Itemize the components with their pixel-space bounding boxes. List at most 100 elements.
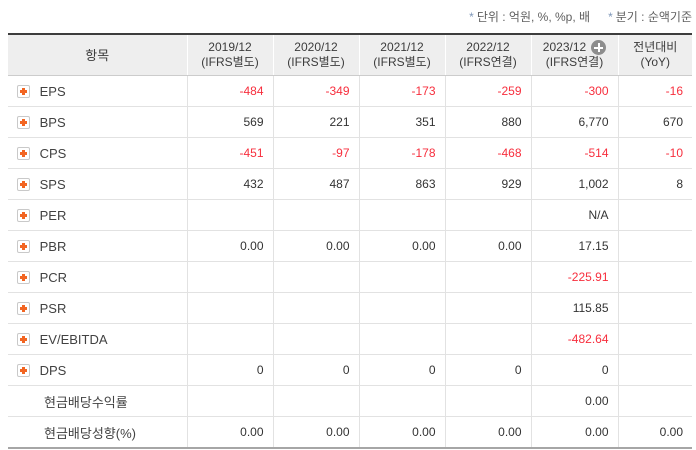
value-cell: 0.00: [186, 230, 273, 262]
value-cell: 863: [358, 168, 445, 200]
value-cell: -451: [186, 137, 273, 169]
expand-row-plus-icon[interactable]: [17, 302, 30, 316]
per-share-metrics-table: 항목 2019/12 (IFRS별도) 2020/12 (IFRS별도) 202…: [8, 33, 692, 449]
value-cell: [272, 261, 359, 293]
value-cell: 0.00: [444, 230, 531, 262]
row-label-cell: SPS: [8, 168, 187, 200]
value-cell: -16: [617, 75, 692, 107]
column-header-2022-12: 2022/12 (IFRS연결): [444, 34, 531, 76]
column-period: 2023/12: [542, 39, 587, 54]
expand-row-plus-icon[interactable]: [17, 147, 30, 161]
row-label: SPS: [39, 177, 66, 193]
value-cell: N/A: [530, 199, 618, 231]
value-cell: [444, 261, 531, 293]
row-label-cell: CPS: [8, 137, 187, 169]
value-cell: 0.00: [272, 230, 359, 262]
expand-row-plus-icon[interactable]: [17, 240, 30, 254]
column-standard: (IFRS별도): [287, 55, 345, 69]
row-label: PCR: [39, 270, 68, 286]
value-cell: [617, 385, 692, 417]
value-cell: -514: [530, 137, 618, 169]
value-cell: -300: [530, 75, 618, 107]
value-cell: 221: [272, 106, 359, 138]
row-label: DPS: [39, 363, 67, 379]
value-cell: 670: [617, 106, 692, 138]
value-cell: -484: [186, 75, 273, 107]
table-row: PSR 115.85: [8, 292, 692, 324]
value-cell: 0.00: [272, 416, 359, 448]
expand-row-plus-icon[interactable]: [17, 333, 30, 347]
value-cell: [186, 385, 273, 417]
value-cell: 0.00: [530, 385, 618, 417]
row-label-cell: EV/EBITDA: [8, 323, 187, 355]
value-cell: 0: [272, 354, 359, 386]
value-cell: -482.64: [530, 323, 618, 355]
column-period: 2021/12: [380, 40, 424, 54]
value-cell: [186, 199, 273, 231]
value-cell: 880: [444, 106, 531, 138]
expand-row-plus-icon[interactable]: [17, 85, 30, 99]
value-cell: [444, 199, 531, 231]
expand-row-plus-icon[interactable]: [17, 116, 30, 130]
expand-row-plus-icon[interactable]: [17, 178, 30, 192]
value-cell: [186, 261, 273, 293]
table-legend: * 단위 : 억원, %, %p, 배 * 분기 : 순액기준: [8, 8, 692, 25]
expand-row-plus-icon[interactable]: [17, 271, 30, 285]
value-cell: [272, 385, 359, 417]
value-cell: [617, 323, 692, 355]
value-cell: 487: [272, 168, 359, 200]
column-header-2021-12: 2021/12 (IFRS별도): [358, 34, 445, 76]
row-label: PBR: [39, 239, 67, 255]
column-period: 전년대비: [633, 40, 678, 54]
table-row: SPS 432 487 863 929 1,002 8: [8, 168, 692, 200]
value-cell: [617, 292, 692, 324]
value-cell: [358, 199, 445, 231]
row-label: 현금배당수익률: [44, 394, 128, 410]
row-label-cell: 현금배당성향(%): [8, 417, 187, 449]
value-cell: 351: [358, 106, 445, 138]
value-cell: 115.85: [530, 292, 618, 324]
value-cell: [272, 323, 359, 355]
row-label: 현금배당성향(%): [44, 425, 136, 441]
expand-row-plus-icon[interactable]: [17, 364, 30, 378]
column-period: 2019/12: [208, 40, 252, 54]
row-label-cell: BPS: [8, 106, 187, 138]
column-standard: (IFRS별도): [373, 55, 431, 69]
column-standard: (IFRS연결): [545, 55, 604, 70]
value-cell: [617, 230, 692, 262]
value-cell: 432: [186, 168, 273, 200]
table-row: PBR 0.00 0.00 0.00 0.00 17.15: [8, 230, 692, 262]
table-row: 현금배당성향(%) 0.00 0.00 0.00 0.00 0.00 0.00: [8, 416, 692, 449]
value-cell: [186, 323, 273, 355]
value-cell: 8: [617, 168, 692, 200]
value-cell: 569: [186, 106, 273, 138]
value-cell: [617, 261, 692, 293]
table-row: PCR -225.91: [8, 261, 692, 293]
table-row: BPS 569 221 351 880 6,770 670: [8, 106, 692, 138]
value-cell: 0.00: [617, 416, 692, 448]
column-header-item: 항목: [8, 34, 187, 76]
value-cell: 0: [358, 354, 445, 386]
value-cell: 17.15: [530, 230, 618, 262]
column-header-yoy: 전년대비 (YoY): [617, 34, 692, 76]
value-cell: [617, 199, 692, 231]
value-cell: [358, 261, 445, 293]
column-header-2020-12: 2020/12 (IFRS별도): [272, 34, 359, 76]
row-label-cell: EPS: [8, 75, 187, 107]
row-label: CPS: [39, 146, 67, 162]
value-cell: 0: [444, 354, 531, 386]
row-label-cell: DPS: [8, 354, 187, 386]
unit-note: * 단위 : 억원, %, %p, 배: [469, 10, 590, 24]
expand-row-plus-icon[interactable]: [17, 209, 30, 223]
table-row: PER N/A: [8, 199, 692, 231]
value-cell: -225.91: [530, 261, 618, 293]
table-row: 현금배당수익률 0.00: [8, 385, 692, 417]
expand-column-plus-icon[interactable]: [591, 40, 607, 56]
value-cell: [272, 292, 359, 324]
value-cell: 0: [186, 354, 273, 386]
value-cell: -349: [272, 75, 359, 107]
value-cell: [617, 354, 692, 386]
table-row: EV/EBITDA -482.64: [8, 323, 692, 355]
value-cell: [358, 323, 445, 355]
